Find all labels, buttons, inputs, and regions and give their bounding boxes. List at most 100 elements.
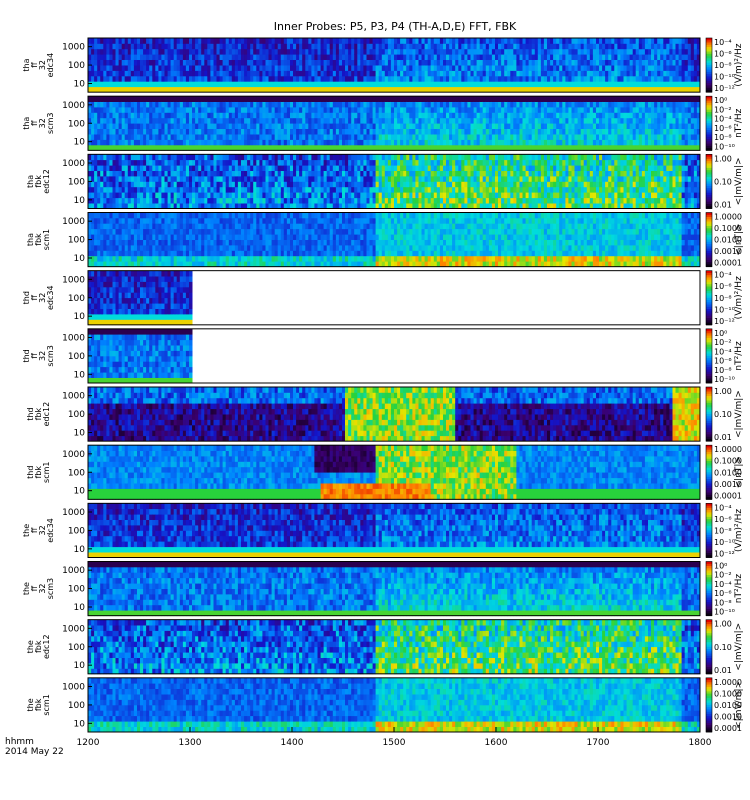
spectrogram-cell <box>182 134 187 140</box>
spectrogram-cell <box>556 144 560 151</box>
spectrogram-cell <box>485 101 490 108</box>
spectrogram-cell <box>375 112 380 119</box>
spectrogram-cell <box>332 112 337 119</box>
colorbar-frame <box>705 37 713 93</box>
spectrogram-cell <box>256 144 260 151</box>
spectrogram-cell <box>433 117 438 124</box>
spectrogram-cell <box>97 197 101 204</box>
spectrogram-cell <box>241 203 245 209</box>
spectrogram-cell <box>470 54 474 60</box>
colorbar-step <box>706 130 712 133</box>
spectrogram-cell <box>519 48 523 55</box>
spectrogram-cell <box>305 112 309 119</box>
spectrogram-cell <box>617 38 621 44</box>
spectrogram-cell <box>390 65 395 71</box>
spectrogram-cell <box>611 117 615 124</box>
spectrogram-cell <box>357 128 361 135</box>
spectrogram-cell <box>293 186 297 193</box>
spectrogram-cell <box>354 107 358 113</box>
spectrogram-cell <box>88 186 92 193</box>
spectrogram-cell <box>614 38 618 44</box>
spectrogram-cell <box>204 192 208 199</box>
spectrogram-cell <box>115 117 119 124</box>
spectrogram-cell <box>314 59 318 66</box>
spectrogram-cell <box>140 170 144 177</box>
spectrogram-cell <box>317 139 321 146</box>
spectrogram-cell <box>216 107 220 113</box>
spectrogram-cell <box>345 101 349 108</box>
spectrogram-cell <box>176 203 181 209</box>
spectrogram-cell <box>265 101 269 108</box>
spectrogram-cell <box>149 139 153 146</box>
spectrogram-cell <box>271 170 276 177</box>
spectrogram-cell <box>124 123 129 129</box>
spectrogram-cell <box>130 54 135 60</box>
spectrogram-cell <box>234 144 239 151</box>
spectrogram-cells <box>88 96 701 151</box>
spectrogram-cell <box>375 107 380 113</box>
spectrogram-cell <box>179 176 184 182</box>
spectrogram-cell <box>418 70 422 77</box>
spectrogram-cell <box>262 86 266 93</box>
spectrogram-cell <box>681 139 686 146</box>
spectrogram-cell <box>265 186 269 193</box>
spectrogram-cell <box>152 154 156 161</box>
spectrogram-cell <box>592 86 597 93</box>
spectrogram-cell <box>158 165 162 171</box>
spectrogram-cell <box>357 197 361 204</box>
spectrogram-cell <box>228 139 233 146</box>
spectrogram-cell <box>641 117 646 124</box>
spectrogram-cell <box>124 81 129 88</box>
spectrogram-cell <box>443 134 447 140</box>
spectrogram-cell <box>596 101 600 108</box>
spectrogram-cell <box>580 101 585 108</box>
spectrogram-cell <box>130 59 135 66</box>
spectrogram-cell <box>470 144 474 151</box>
spectrogram-cell <box>540 134 545 140</box>
spectrogram-cell <box>118 43 123 50</box>
spectrogram-cell <box>397 86 401 93</box>
spectrogram-cell <box>400 144 404 151</box>
spectrogram-cell <box>137 86 141 93</box>
spectrogram-cell <box>632 134 637 140</box>
spectrogram-cell <box>228 38 233 44</box>
spectrogram-cell <box>155 96 159 102</box>
spectrogram-cell <box>241 159 245 166</box>
spectrogram-cell <box>228 203 233 209</box>
spectrogram-cell <box>586 65 591 71</box>
spectrogram-cell <box>247 154 251 161</box>
spectrogram-cell <box>158 181 162 188</box>
spectrogram-cell <box>605 75 609 82</box>
spectrogram-cell <box>415 112 419 119</box>
spectrogram-cell <box>274 203 279 209</box>
spectrogram-cell <box>290 117 294 124</box>
spectrogram-cell <box>256 176 260 182</box>
spectrogram-cell <box>360 186 364 193</box>
spectrogram-cell <box>94 197 98 204</box>
spectrogram-cell <box>216 59 220 66</box>
spectrogram-cell <box>161 43 165 50</box>
spectrogram-cell <box>231 165 236 171</box>
spectrogram-cell <box>443 65 447 71</box>
spectrogram-cell <box>314 197 318 204</box>
spectrogram-cell <box>608 101 612 108</box>
spectrogram-cell <box>568 81 572 88</box>
spectrogram-cell <box>482 144 487 151</box>
spectrogram-cell <box>311 43 315 50</box>
spectrogram-cell <box>140 203 144 209</box>
spectrogram-cell <box>648 86 652 93</box>
spectrogram-cell <box>550 96 554 102</box>
spectrogram-cell <box>648 117 652 124</box>
spectrogram-cell <box>124 139 129 146</box>
spectrogram-cell <box>644 96 649 102</box>
spectrogram-cell <box>498 59 502 66</box>
spectrogram-cell <box>547 65 551 71</box>
spectrogram-cell <box>173 117 178 124</box>
spectrogram-cell <box>158 159 162 166</box>
spectrogram-cell <box>137 54 141 60</box>
spectrogram-cell <box>155 128 159 135</box>
spectrogram-cell <box>660 59 664 66</box>
spectrogram-cell <box>237 43 242 50</box>
spectrogram-cell <box>213 107 217 113</box>
spectrogram-cell <box>666 38 670 44</box>
